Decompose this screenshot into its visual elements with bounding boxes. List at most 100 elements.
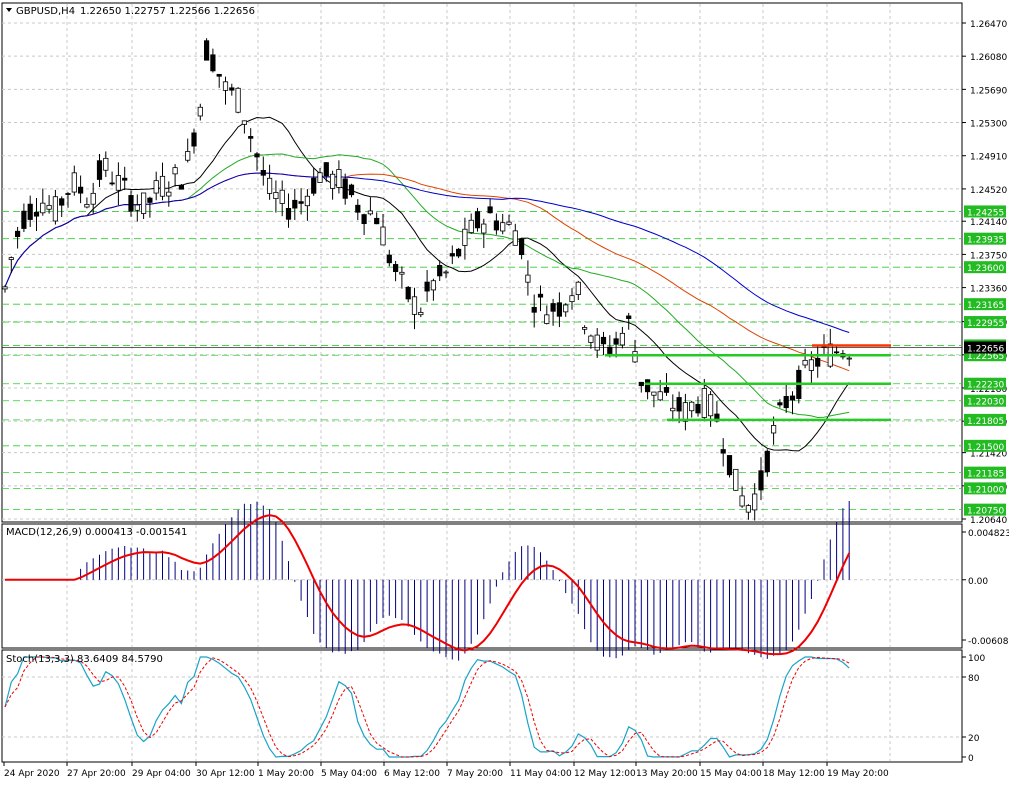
time-tick-label: 30 Apr 12:00 — [196, 769, 255, 779]
candle-bull — [235, 87, 241, 113]
candle-bear — [285, 208, 292, 220]
candle-bear — [191, 132, 197, 147]
level-badge-label: 1.22565 — [967, 352, 1004, 362]
candle-bear — [834, 351, 840, 354]
ma-fast-line — [4, 116, 850, 452]
candle-bear — [556, 302, 563, 317]
candle-bear — [355, 204, 361, 213]
candle-bull — [103, 157, 109, 171]
price-tick-label: 1.22180 — [970, 385, 1007, 395]
level-badge-label: 1.23600 — [967, 264, 1004, 274]
time-tick-label: 29 Apr 04:00 — [132, 769, 191, 779]
candle-bear — [720, 449, 726, 454]
candle-bear — [474, 211, 481, 229]
candle-bull — [512, 230, 518, 246]
level-badge-label: 1.22955 — [967, 319, 1004, 329]
symbol-menu-icon[interactable] — [6, 8, 12, 12]
candle-bear — [676, 397, 682, 412]
candle-bear — [96, 160, 103, 180]
candle-bull — [399, 271, 405, 275]
macd-signal-line — [5, 514, 851, 656]
level-badge — [964, 232, 1006, 245]
candle-bull — [733, 468, 739, 491]
ohlc-values: 1.22650 1.22757 1.22566 1.22656 — [80, 6, 255, 17]
candle-bear — [147, 197, 153, 203]
candle-bear — [638, 381, 644, 387]
candle-bear — [248, 136, 254, 139]
candle-bear — [78, 186, 84, 194]
candle-bear — [405, 286, 411, 300]
level-badge-label: 1.23935 — [967, 236, 1004, 246]
price-tick-label: 1.25300 — [970, 120, 1007, 130]
candle-bull — [500, 222, 506, 232]
candle-bear — [229, 87, 235, 91]
level-badge-label: 1.24255 — [967, 208, 1004, 218]
candle-bear — [758, 470, 764, 491]
candle-bull — [632, 351, 638, 363]
candle-bear — [424, 281, 430, 292]
candle-bull — [430, 280, 437, 291]
main-panel-frame — [1, 2, 963, 523]
price-tick-label: 1.24520 — [970, 186, 1007, 196]
candle-bull — [46, 204, 52, 210]
time-tick-label: 7 May 20:00 — [447, 769, 503, 779]
time-tick-label: 24 Apr 2020 — [4, 769, 60, 779]
support-resistance-lines — [605, 344, 891, 422]
time-tick-label: 19 May 20:00 — [827, 769, 889, 779]
level-badge-label: 1.21500 — [967, 443, 1004, 453]
candle-bull — [651, 391, 657, 396]
candle-bear — [392, 264, 399, 273]
candle-bull — [8, 257, 14, 260]
symbol-label: GBPUSD,H4 — [16, 6, 75, 17]
candle-bull — [752, 493, 758, 511]
price-tick-label: 1.26470 — [970, 20, 1007, 30]
candle-bear — [726, 455, 733, 476]
candle-bear — [613, 338, 619, 345]
level-badge — [964, 503, 1006, 516]
level-badge — [964, 316, 1006, 329]
candle-bear — [449, 253, 455, 257]
candle-bear — [663, 387, 670, 393]
candle-bull — [506, 221, 512, 225]
candle-bull — [304, 195, 311, 207]
candle-bull — [808, 359, 815, 371]
candle-bear — [254, 153, 260, 158]
candle-bull — [708, 394, 714, 417]
time-axis: 24 Apr 2020 27 Apr 20:00 29 Apr 04:00 30 Ap… — [3, 762, 889, 779]
candle-bear — [27, 203, 33, 220]
candle-bear — [487, 206, 493, 214]
macd-tick-label: 0.004823 — [968, 529, 1009, 539]
time-tick-label: 11 May 04:00 — [510, 769, 572, 779]
candle-bull — [411, 296, 418, 315]
price-tick-label: 1.24910 — [970, 153, 1007, 163]
candle-bull — [84, 204, 90, 208]
candle-bear — [342, 178, 348, 199]
candle-bear — [493, 220, 500, 231]
candle-bull — [367, 210, 374, 215]
candle-bull — [563, 304, 569, 313]
candle-bull — [701, 388, 707, 418]
candle-bear — [59, 198, 65, 206]
level-badge — [964, 466, 1006, 479]
time-tick-label: 27 Apr 20:00 — [67, 769, 126, 779]
macd-indicator: 0.004823 0.00 -0.006082 — [2, 500, 1009, 661]
candle-bear — [607, 346, 613, 354]
level-badge — [964, 394, 1006, 407]
candle-bull — [745, 505, 752, 513]
candle-bear — [21, 210, 27, 229]
candle-bear — [128, 195, 134, 212]
candle-bull — [197, 106, 203, 117]
candle-bear — [531, 306, 537, 313]
candle-bull — [569, 295, 575, 303]
macd-label: MACD(12,26,9) 0.000413 -0.001541 — [6, 527, 187, 538]
level-badge-label: 1.21805 — [967, 417, 1004, 427]
time-tick-label: 5 May 04:00 — [321, 769, 377, 779]
stochastic-indicator: 100 80 20 0 — [2, 654, 985, 764]
level-badge-label: 1.22030 — [967, 398, 1004, 408]
candle-bull — [619, 332, 626, 346]
candle-bear — [386, 254, 392, 264]
candle-bull — [273, 192, 279, 199]
candle-bull — [468, 219, 474, 233]
